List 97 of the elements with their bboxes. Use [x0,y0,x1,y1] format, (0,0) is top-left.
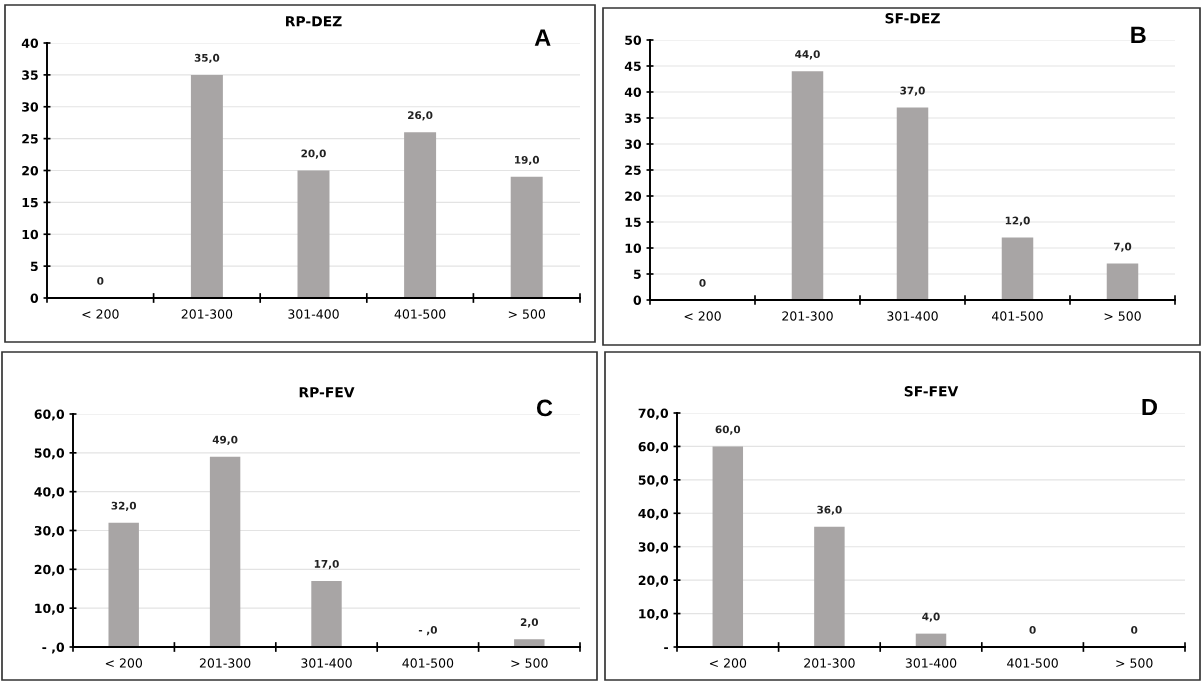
data-label: 37,0 [900,86,925,96]
y-tick-label: 30 [22,102,39,112]
y-tick-label: 50,0 [34,448,65,460]
bar [209,456,241,647]
y-tick-label: 35 [22,70,38,80]
data-label: 19,0 [515,155,540,166]
data-label: 35,0 [194,53,220,64]
y-tick-label: 40 [21,38,39,48]
data-label: 0 [1131,625,1138,634]
y-tick-label: 50,0 [638,475,669,487]
data-label: 44,0 [795,50,820,60]
bar [190,74,223,298]
chart-title: SF-FEV [904,386,959,397]
data-label: 17,0 [314,559,339,570]
data-label: 0 [1029,625,1036,634]
y-tick-label: 10 [625,243,642,253]
bar [404,132,437,298]
x-tick-label: > 500 [511,658,548,668]
y-tick-label: 0 [30,293,39,303]
bar [297,170,330,298]
x-tick-label: 201-300 [782,311,833,321]
chart-title: SF-DEZ [885,13,940,24]
data-label: 0 [97,276,104,285]
annotation: A [534,29,551,46]
y-tick-label: 25 [625,165,641,175]
data-label: 60,0 [715,425,741,435]
data-label: 49,0 [212,435,238,445]
data-label: 7,0 [1113,242,1132,252]
bar [514,639,545,647]
x-tick-label: < 200 [684,311,721,321]
bar [791,71,824,300]
y-tick-label: 20,0 [638,575,669,587]
y-tick-label: - ,0 [42,642,65,654]
annotation: B [1131,26,1146,43]
x-tick-label: 301-400 [887,311,938,321]
y-tick-label: 40,0 [34,487,65,499]
x-tick-label: 401-500 [992,311,1043,321]
data-label: 2,0 [520,618,539,628]
y-tick-label: 40 [624,87,642,97]
x-tick-label: 301-400 [288,309,339,319]
x-tick-label: 201-300 [181,309,233,319]
y-tick-label: 35 [625,113,641,123]
y-tick-label: 25 [22,134,38,144]
x-tick-label: 401-500 [394,309,446,319]
bar [311,580,342,647]
y-tick-label: 60,0 [638,441,669,453]
annotation: D [1142,398,1157,416]
bar [108,522,139,647]
x-tick-label: 401-500 [1007,658,1058,668]
y-tick-label: 30 [625,139,642,149]
x-tick-label: 301-400 [301,658,352,668]
data-label: 0 [699,278,706,287]
y-tick-label: 30,0 [638,542,669,554]
y-tick-label: 40,0 [638,508,669,520]
x-tick-label: 201-300 [199,658,251,668]
x-tick-label: < 200 [105,658,143,668]
y-tick-label: 60,0 [34,409,65,421]
y-tick-label: 30,0 [34,525,65,538]
x-tick-label: > 500 [508,309,546,319]
chart-title: RP-FEV [299,387,355,398]
y-tick-label: 10,0 [639,609,669,621]
y-tick-label: 45 [624,61,641,71]
x-tick-label: < 200 [82,309,119,319]
bar [896,107,929,300]
x-tick-label: < 200 [709,658,747,668]
y-tick-label: 20 [625,191,642,201]
data-label: - ,0 [418,625,437,636]
bar [712,446,744,647]
annotation: C [536,399,553,417]
x-tick-label: 201-300 [804,658,855,668]
y-tick-label: - [664,647,668,650]
data-label: 4,0 [922,612,940,622]
x-tick-label: 401-500 [402,658,454,668]
bar [1106,263,1139,300]
y-tick-label: 15 [22,198,38,208]
x-tick-label: > 500 [1104,311,1141,321]
y-tick-label: 70,0 [638,408,669,420]
data-label: 20,0 [301,149,326,159]
y-tick-label: 5 [30,261,38,272]
bar [1001,237,1034,300]
y-tick-label: 50 [625,35,642,45]
bar [510,176,543,298]
data-label: 36,0 [817,505,842,515]
y-tick-label: 10 [22,229,39,240]
y-tick-label: 20,0 [34,564,65,576]
y-tick-label: 0 [633,295,642,305]
chart-title: RP-DEZ [286,16,342,27]
data-label: 32,0 [111,501,137,511]
data-label: 12,0 [1005,216,1030,226]
y-tick-label: 20 [22,165,39,176]
x-tick-label: > 500 [1116,658,1153,668]
bar [814,526,845,647]
y-tick-label: 5 [633,269,641,279]
y-tick-label: 15 [625,217,641,227]
x-tick-label: 301-400 [905,658,957,668]
data-label: 26,0 [408,111,433,121]
y-tick-label: 10,0 [35,603,65,615]
